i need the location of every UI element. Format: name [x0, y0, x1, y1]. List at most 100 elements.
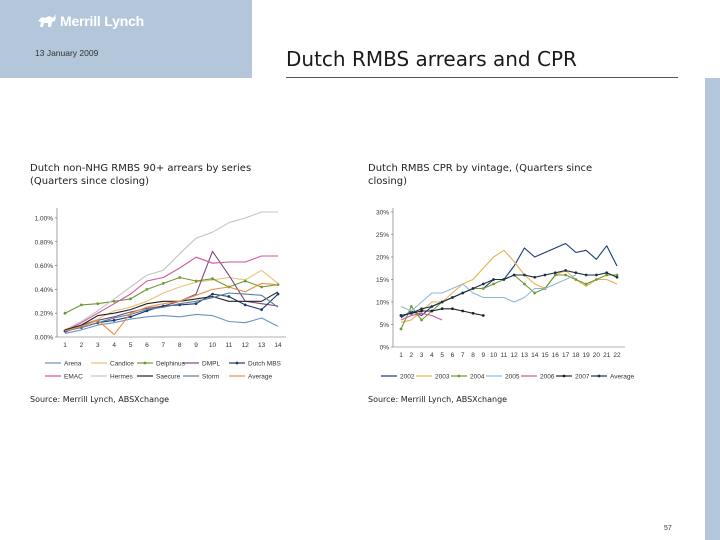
chart2-series-2007-point	[471, 311, 475, 315]
chart1-series-storm-legend-label: Storm	[202, 374, 219, 381]
chart2-y-tick-label: 25%	[376, 232, 389, 239]
brand-name: Merrill Lynch	[60, 13, 145, 29]
chart1-series-dutch-mbs-point	[243, 303, 247, 307]
chart2-series-average-point	[615, 275, 619, 279]
chart2-series-2003-legend-label: 2003	[435, 374, 450, 381]
chart1-series-dutch-mbs-point	[112, 318, 116, 322]
chart1-x-tick-label: 1	[63, 342, 67, 349]
chart2-series-2007-point	[481, 314, 485, 317]
chart1-series-average-line	[64, 282, 279, 336]
chart1-series-dutch-mbs-legend-marker	[235, 361, 239, 365]
chart2-y-tick-label: 20%	[376, 255, 389, 262]
chart1-series-dutch-mbs-point	[260, 308, 264, 312]
chart2-series-average-point	[543, 273, 547, 277]
chart2-x-tick-label: 13	[521, 352, 529, 359]
chart2-series-2004-point	[584, 282, 588, 286]
chart1-series-delphinus-point	[161, 282, 165, 285]
side-accent-bar	[705, 78, 720, 540]
chart1-series-delphinus-point	[145, 287, 149, 291]
chart1-x-tick-label: 8	[178, 342, 182, 349]
chart2-series-average-point	[595, 273, 598, 277]
chart1-series-arena-legend-label: Arena	[64, 361, 82, 368]
chart1-x-tick-label: 6	[145, 342, 149, 349]
chart2-series-2007-legend-marker	[562, 374, 566, 378]
chart2-series-2004-point	[605, 273, 609, 277]
chart2-x-tick-label: 15	[541, 352, 549, 359]
chart1-x-tick-label: 13	[258, 342, 266, 349]
chart2-series-2004-point	[533, 291, 537, 295]
chart2-x-tick-label: 16	[552, 352, 560, 359]
chart1-y-tick-label: 0.40%	[35, 287, 54, 294]
chart2-x-tick-label: 18	[572, 352, 580, 359]
chart2-series-average-point	[564, 269, 567, 272]
chart2-series-2005-line	[400, 274, 577, 312]
chart2-series-2006-line	[400, 312, 443, 321]
chart1-series-dmpl-legend-label: DMPL	[202, 361, 220, 368]
chart2-series-average-point	[430, 305, 434, 308]
page-title: Dutch RMBS arrears and CPR	[286, 47, 577, 71]
chart2-x-tick-label: 1	[399, 352, 403, 359]
chart2-series-average-point	[512, 273, 516, 277]
chart1-series-delphinus-point	[112, 299, 116, 303]
chart2-x-tick-label: 14	[531, 352, 539, 359]
chart2-series-average-point	[461, 291, 465, 295]
chart1-x-tick-label: 4	[112, 342, 116, 349]
chart2-series-average-point	[584, 273, 588, 277]
chart2-series-average-point	[574, 271, 578, 275]
chart2-series-2007-point	[430, 309, 434, 313]
chart2-series-2004-point	[420, 318, 423, 322]
chart2-series-average-point	[451, 296, 454, 299]
chart1-y-tick-label: 0.60%	[35, 263, 54, 270]
chart1-series-dutch-mbs-point	[194, 302, 198, 306]
chart2-y-tick-label: 15%	[376, 277, 389, 284]
chart2-series-2004-point	[553, 273, 557, 277]
chart2-x-tick-label: 12	[511, 352, 519, 359]
chart1-series-emac-line	[64, 255, 278, 332]
bull-icon	[38, 14, 56, 27]
chart2-x-tick-label: 6	[451, 352, 455, 359]
chart2-series-2004-point	[481, 287, 485, 290]
chart1-series-delphinus-point	[243, 279, 247, 283]
chart1-series-hermes-legend-label: Hermes	[110, 374, 134, 381]
brand-logo: Merrill Lynch	[36, 12, 144, 30]
chart1-series-delphinus-legend-label: Delphinus	[156, 361, 186, 368]
chart2-series-2004-point	[399, 327, 403, 331]
chart1-series-dutch-mbs-point	[276, 292, 280, 296]
report-date: 13 January 2009	[35, 48, 99, 58]
chart1-series-delphinus-point	[79, 303, 83, 307]
brand-panel: Merrill Lynch 13 January 2009	[0, 0, 252, 78]
chart1-series-delphinus-point	[276, 283, 280, 287]
chart2-y-tick-label: 10%	[376, 300, 389, 307]
chart1-y-tick-label: 0.80%	[35, 239, 54, 246]
chart1-series-saecure-line	[64, 291, 279, 331]
chart2-series-2004-point	[409, 305, 413, 308]
chart2-x-tick-label: 7	[461, 352, 465, 359]
chart2-x-tick-label: 22	[613, 352, 621, 359]
chart2-series-average-point	[605, 271, 609, 275]
chart1-series-delphinus-point	[96, 302, 100, 306]
chart2-series-2007-point	[461, 309, 465, 313]
chart2-x-tick-label: 19	[583, 352, 591, 359]
chart1-x-tick-label: 11	[225, 342, 232, 349]
chart2-series-average-point	[492, 278, 495, 281]
chart2-series-2007-point	[440, 307, 444, 311]
chart2-x-tick-label: 9	[481, 352, 485, 359]
chart2-series-average-point	[420, 307, 423, 311]
chart1-x-tick-label: 5	[129, 342, 133, 349]
chart1-series-saecure-legend-label: Saecure	[156, 374, 181, 381]
chart2-y-tick-label: 5%	[380, 322, 390, 329]
chart2-x-tick-label: 8	[471, 352, 475, 359]
chart1-x-tick-label: 10	[209, 342, 217, 349]
chart1-series-dmpl-line	[64, 250, 279, 333]
chart2-y-tick-label: 30%	[376, 210, 389, 217]
chart1-series-candice-legend-label: Candice	[110, 361, 134, 368]
chart1-series-delphinus-point	[211, 277, 214, 281]
chart1-x-tick-label: 12	[242, 342, 250, 349]
chart2-series-2004-point	[492, 282, 495, 286]
chart2-series-2007-point	[420, 309, 423, 313]
chart1-series-average-legend-label: Average	[248, 374, 272, 381]
chart2-y-tick-label: 0%	[380, 345, 390, 352]
chart1-series-arena-line	[64, 313, 279, 334]
chart1-y-tick-label: 0.00%	[35, 335, 54, 342]
chart2-series-2006-legend-label: 2006	[540, 374, 555, 381]
